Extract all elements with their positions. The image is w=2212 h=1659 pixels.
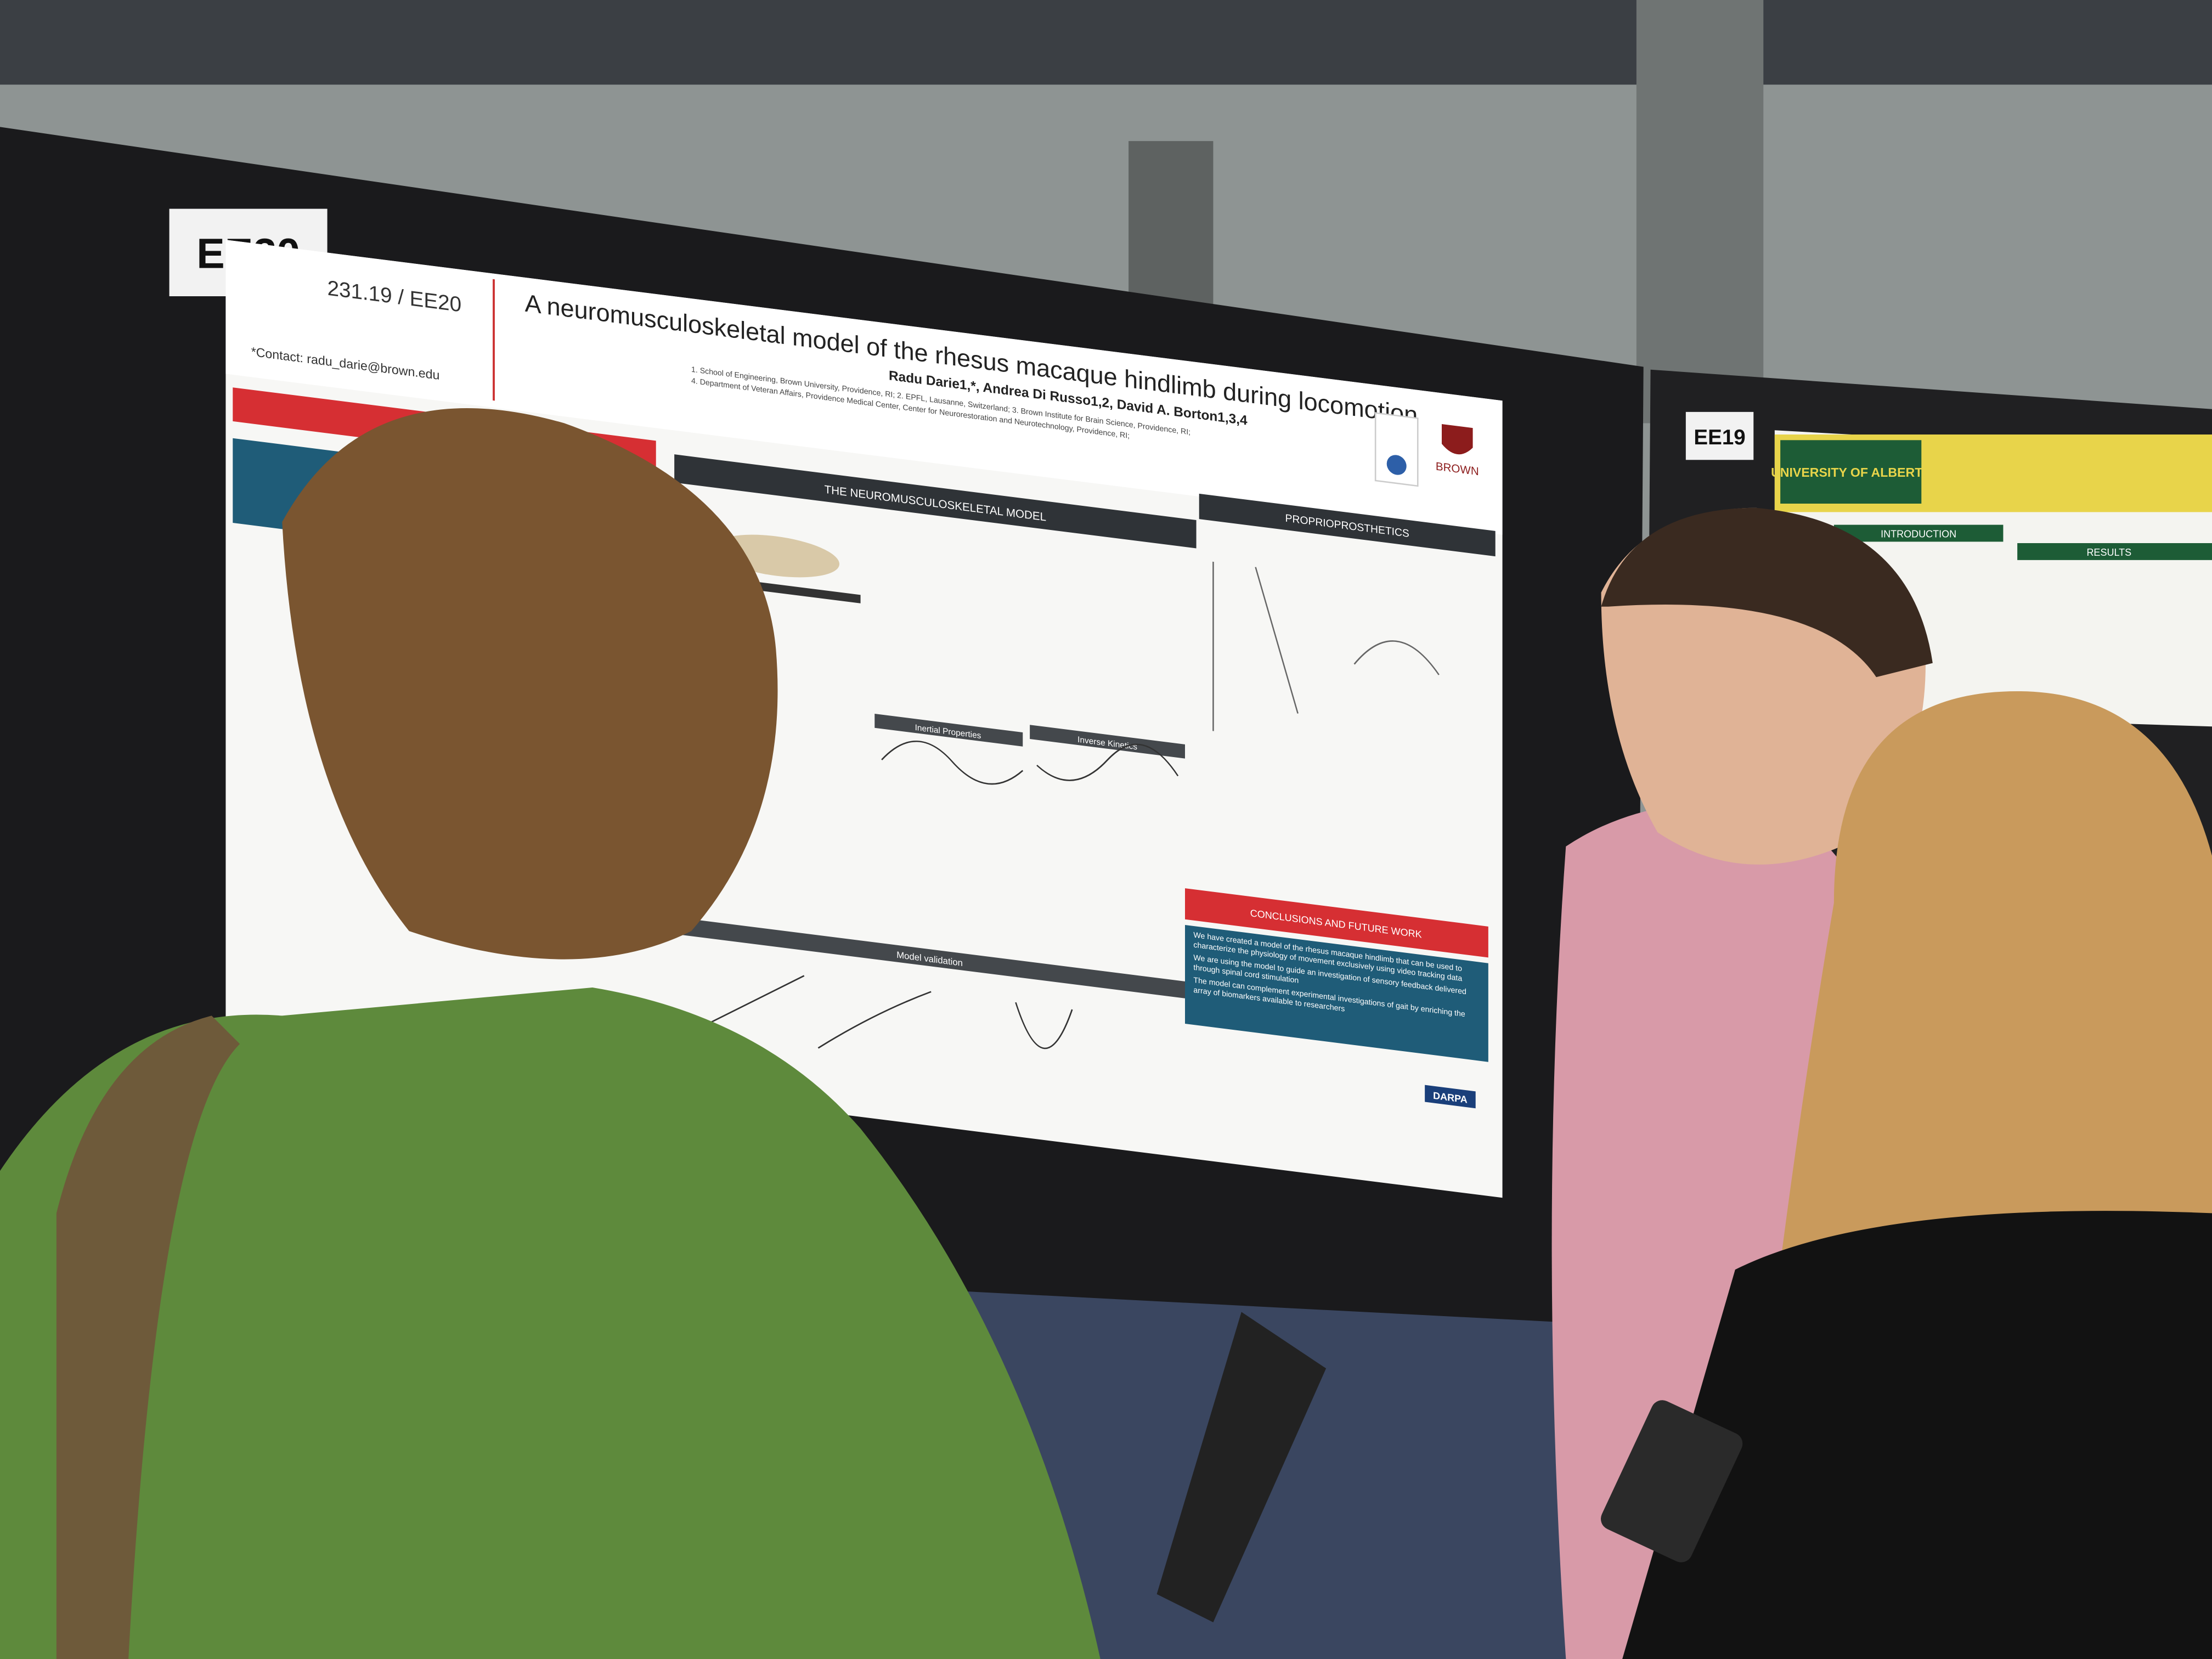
phone xyxy=(1601,1400,1743,1562)
red-bar xyxy=(1185,888,1488,958)
institution: UNIVERSITY OF ALBERTA xyxy=(1771,465,1931,479)
section-bar xyxy=(1833,524,2004,542)
pillar xyxy=(1636,0,1764,424)
section-title: RESULTS xyxy=(2086,547,2131,558)
panel-bar xyxy=(1030,725,1186,759)
poster-header xyxy=(225,240,1503,535)
logo-mark xyxy=(1386,455,1407,475)
board-label: EE19 xyxy=(1694,426,1745,449)
bag-strap xyxy=(56,1015,240,1659)
brain-science-logo xyxy=(1374,412,1419,487)
brown-crest xyxy=(1442,424,1473,455)
alberta-logo-bg xyxy=(1780,440,1922,504)
legs-background xyxy=(1156,1312,1327,1623)
head-hair xyxy=(282,408,778,960)
plot-curve xyxy=(881,740,1179,785)
conclusions-box xyxy=(1185,925,1488,1062)
section-bar xyxy=(674,917,1186,998)
darpa-logo-bg xyxy=(1425,1085,1476,1109)
section-bar xyxy=(2017,543,2212,560)
section-title: INTRODUCTION xyxy=(1881,529,1956,540)
ceiling xyxy=(0,0,2212,85)
hair xyxy=(1601,507,1933,678)
diagram xyxy=(1212,561,1440,731)
section-bar xyxy=(674,454,1197,549)
person-green-sweater xyxy=(0,988,1101,1659)
black-top xyxy=(1622,1211,2212,1659)
board-card xyxy=(1685,411,1754,460)
panel-bar xyxy=(874,714,1023,747)
section-bar xyxy=(1199,493,1496,557)
